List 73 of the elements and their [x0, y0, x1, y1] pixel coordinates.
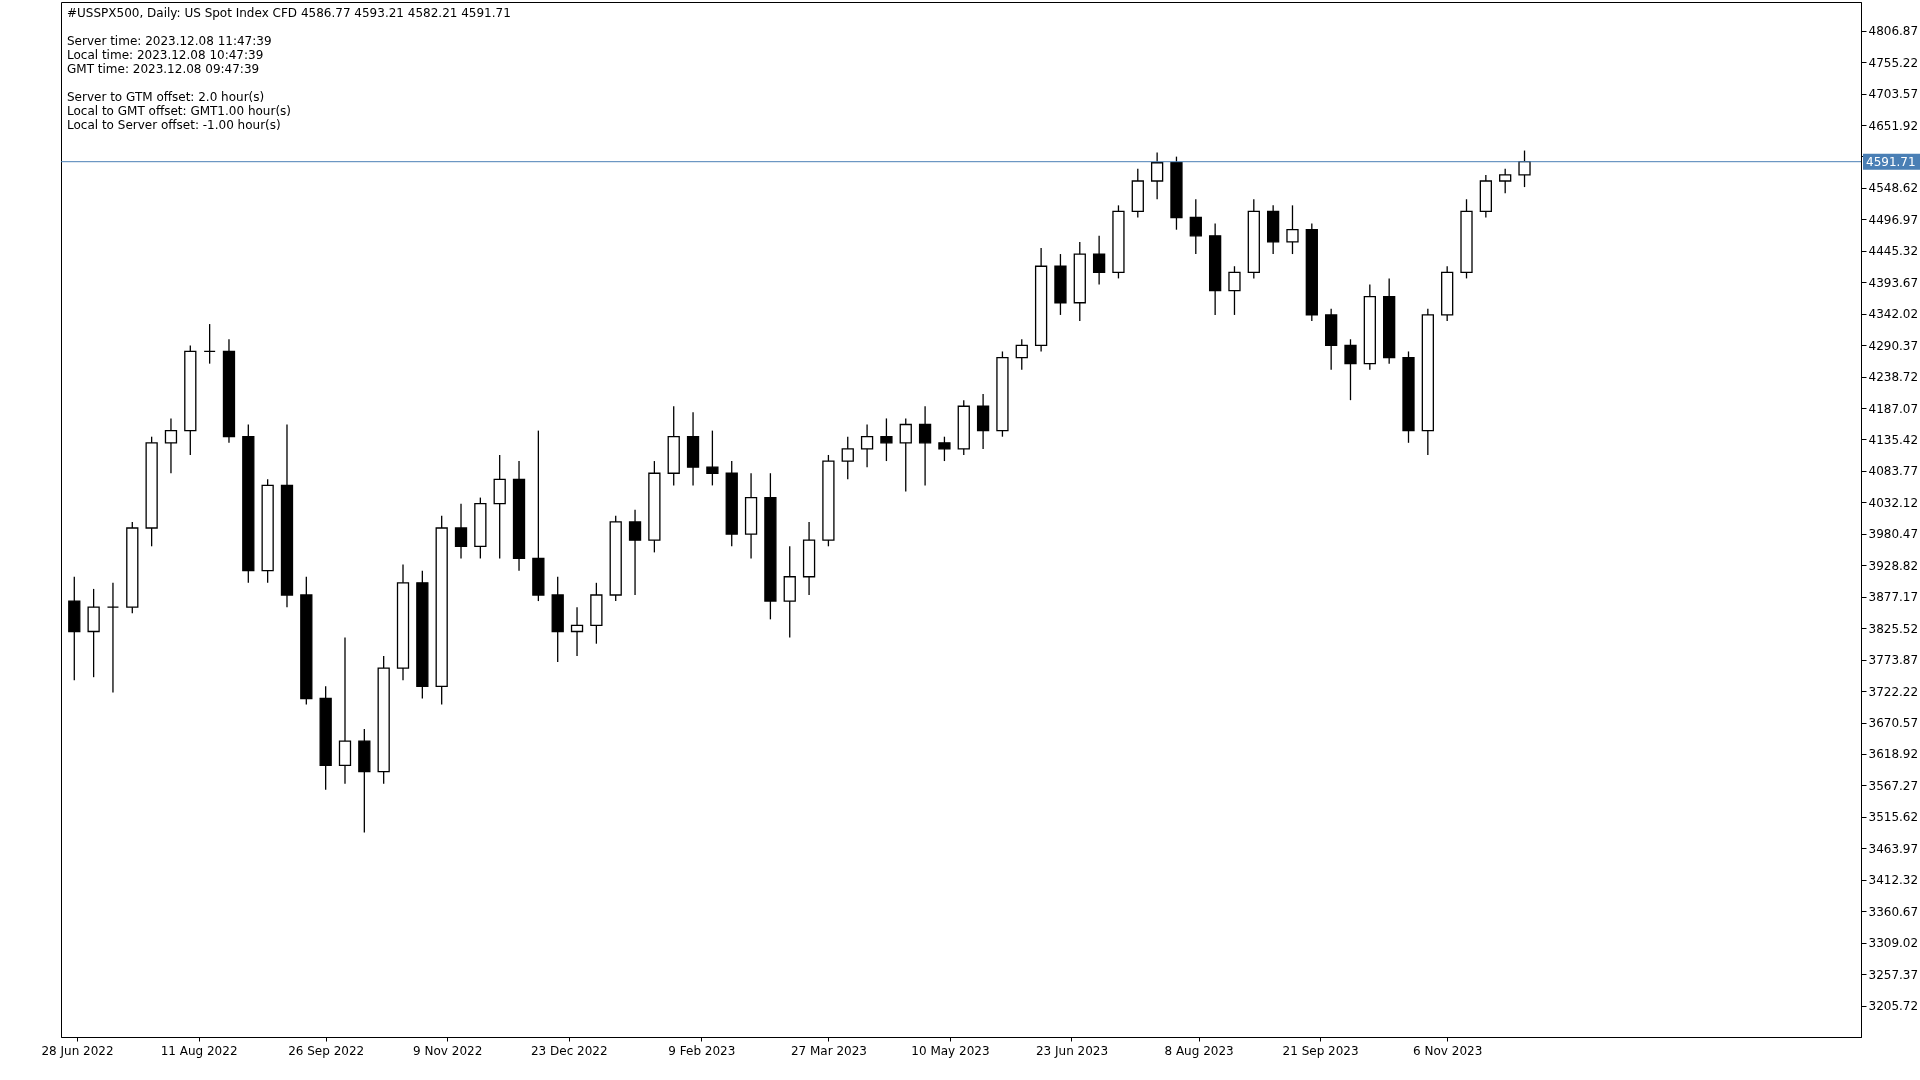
candlestick: [164, 417, 178, 474]
candlestick: [628, 509, 642, 596]
y-tick-label: 3463.97: [1868, 841, 1919, 856]
y-tick-label: 3618.92: [1868, 747, 1919, 762]
x-tick-label: 8 Aug 2023: [1164, 1043, 1234, 1058]
annotation: Server time: 2023.12.08 11:47:39: [67, 34, 272, 48]
candlestick: [841, 436, 854, 480]
candlestick: [106, 582, 120, 694]
y-tick-label: 4703.57: [1868, 87, 1919, 102]
candlestick: [918, 405, 932, 487]
y-tick-label: 3773.87: [1868, 653, 1919, 668]
annotation: Local to GMT offset: GMT1.00 hour(s): [67, 104, 291, 118]
candlestick: [1499, 168, 1512, 194]
x-tick-label: 6 Nov 2023: [1413, 1043, 1483, 1058]
x-tick-label: 27 Mar 2023: [790, 1043, 867, 1058]
y-tick-label: 3205.72: [1868, 999, 1919, 1014]
candlestick: [570, 606, 584, 657]
y-tick-label: 4187.07: [1868, 401, 1919, 416]
annotation: Local to Server offset: -1.00 hour(s): [67, 118, 281, 132]
y-tick-label: 3257.37: [1868, 967, 1919, 982]
candlestick: [1189, 198, 1202, 255]
annotation: GMT time: 2023.12.08 09:47:39: [67, 62, 260, 76]
candlestick: [1092, 235, 1106, 286]
x-tick-label: 9 Nov 2022: [413, 1043, 483, 1058]
y-tick-label: 4393.67: [1868, 275, 1919, 290]
annotation: Local time: 2023.12.08 10:47:39: [67, 48, 264, 62]
y-tick-label: 3980.47: [1868, 527, 1919, 542]
x-tick-label: 28 Jun 2022: [41, 1043, 114, 1058]
candlestick: [1150, 151, 1164, 200]
x-tick-label: 10 May 2023: [911, 1043, 990, 1058]
x-tick-label: 23 Jun 2023: [1035, 1043, 1109, 1058]
y-tick-label: 4290.37: [1868, 338, 1919, 353]
x-tick-label: 21 Sep 2023: [1282, 1043, 1359, 1058]
y-tick-label: 3928.82: [1868, 558, 1919, 573]
y-tick-label: 4032.12: [1868, 495, 1919, 510]
candlestick: [938, 436, 951, 462]
y-tick-label: 4135.42: [1868, 432, 1919, 447]
x-tick-label: 9 Feb 2023: [668, 1043, 736, 1058]
x-tick-label: 11 Aug 2022: [160, 1043, 238, 1058]
candlestick: [1015, 338, 1028, 371]
y-tick-label: 4083.77: [1868, 464, 1919, 479]
y-tick-label: 3309.02: [1868, 936, 1919, 951]
x-tick-label: 23 Dec 2022: [530, 1043, 608, 1058]
y-tick-label: 4548.62: [1868, 181, 1919, 196]
y-tick-label: 3515.62: [1868, 810, 1919, 825]
candlestick: [1228, 265, 1241, 316]
candlestick: [1518, 149, 1531, 188]
chart-title: #USSPX500, Daily: US Spot Index CFD 4586.77 4593.21 4582.21 4591.71: [67, 6, 511, 20]
y-tick-label: 3825.52: [1868, 621, 1919, 636]
y-tick-label: 4496.97: [1868, 212, 1919, 227]
y-tick-label: 3722.22: [1868, 684, 1919, 699]
y-tick-label: 4342.02: [1868, 307, 1919, 322]
annotation: Server to GTM offset: 2.0 hour(s): [67, 90, 265, 104]
candlestick: [880, 417, 893, 462]
y-tick-label: 4651.92: [1868, 118, 1919, 133]
candlestick: [706, 429, 719, 487]
ref-line-label: 4591.71: [1866, 154, 1916, 169]
candlestick: [454, 503, 468, 560]
y-tick-label: 4755.22: [1868, 55, 1919, 70]
y-tick-label: 4806.87: [1868, 24, 1919, 39]
y-tick-label: 3567.27: [1868, 778, 1919, 793]
candlestick: [860, 423, 874, 468]
candlestick: [203, 323, 216, 365]
candlestick: [1344, 338, 1357, 401]
y-tick-label: 3670.57: [1868, 716, 1919, 730]
y-tick-label: 4445.32: [1868, 244, 1919, 259]
candlestick: [1286, 204, 1299, 255]
y-tick-label: 3360.67: [1868, 904, 1919, 919]
y-tick-label: 3877.17: [1868, 590, 1919, 605]
y-tick-label: 3412.32: [1868, 873, 1919, 888]
y-tick-label: 4238.72: [1868, 370, 1919, 385]
x-tick-label: 26 Sep 2022: [288, 1043, 365, 1058]
candlestick: [899, 417, 912, 493]
